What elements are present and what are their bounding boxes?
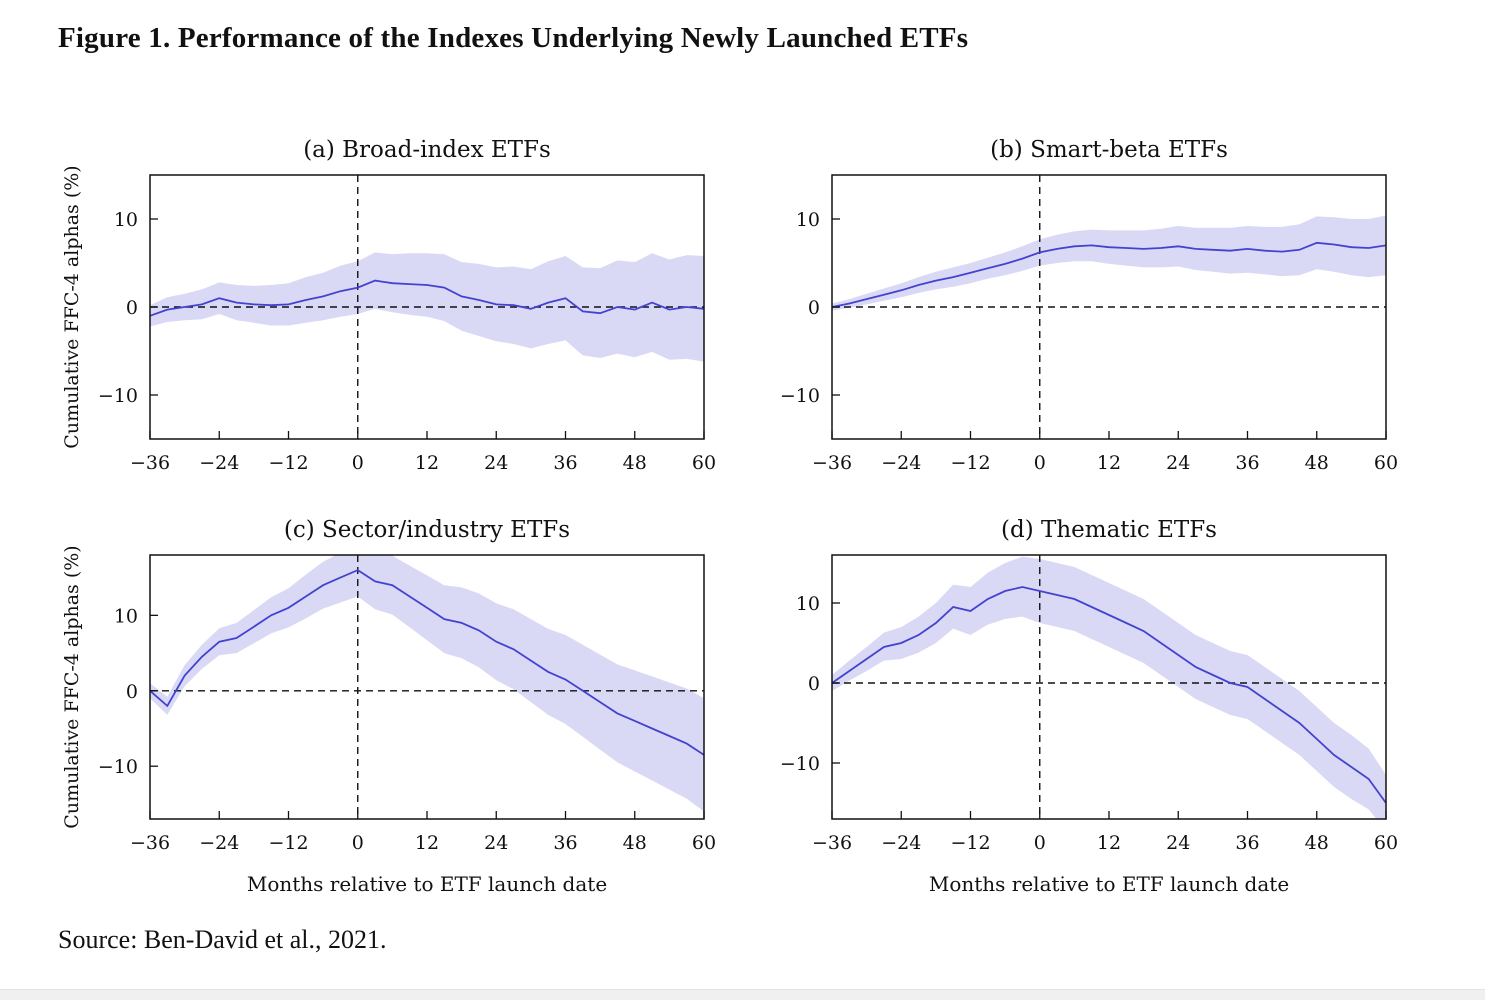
x-tick-label: 24 [484,452,508,474]
cumulative-alpha-line [150,569,704,756]
x-tick-label: 60 [1374,452,1398,474]
x-tick-label: 60 [692,452,716,474]
panel-b: (b) Smart-beta ETFs −36 −24 −12 0 12 24 36 48 60… [740,133,1400,483]
y-axis-label: Cumulative FFC-4 alphas (%) [61,167,83,449]
confidence-band [150,555,704,812]
charts-grid: (a) Broad-index ETFs −36 −24 −12 0 12 24 36 48 6… [58,133,1400,899]
x-tick-label: 24 [1166,452,1190,474]
cumulative-alpha-line [832,586,1386,804]
y-tick-label: −10 [98,385,138,407]
chart-a-canvas: −36 −24 −12 0 12 24 36 48 60 −10 0 10 Cumulative FFC… [61,167,716,474]
cumulative-alpha-line [150,279,704,317]
panel-c-title: (c) Sector/industry ETFs [283,517,571,543]
panel-c-x-axis-label: Months relative to ETF launch date [246,872,608,896]
x-tick-label: 0 [1034,452,1046,474]
horizontal-scrollbar-track[interactable] [0,989,1485,1000]
y-tick-label: −10 [780,385,820,407]
x-tick-label: −12 [950,832,990,854]
chart-d-canvas: −36 −24 −12 0 12 24 36 48 60 −10 0 10 [780,554,1398,854]
y-tick-label: 0 [126,681,138,703]
panel-c: (c) Sector/industry ETFs −36 −24 −12 0 12 24 3… [58,513,718,899]
y-tick-label: 0 [126,297,138,319]
panel-d-title: (d) Thematic ETFs [1001,517,1217,543]
x-tick-label: 12 [1097,452,1121,474]
y-tick-label: −10 [780,753,820,775]
x-tick-label: 0 [352,832,364,854]
y-tick-label: 10 [114,209,138,231]
y-tick-label: 0 [808,673,820,695]
x-tick-label: −24 [881,832,921,854]
source-caption: Source: Ben-David et al., 2021. [58,925,387,954]
confidence-band [832,556,1386,819]
x-tick-label: 48 [623,832,647,854]
figure-title: Figure 1. Performance of the Indexes Und… [58,22,969,54]
x-tick-label: −12 [268,832,308,854]
x-tick-label: 36 [553,452,577,474]
x-tick-label: 48 [623,452,647,474]
x-tick-label: 24 [484,832,508,854]
y-tick-label: 10 [796,593,820,615]
panel-a: (a) Broad-index ETFs −36 −24 −12 0 12 24 36 48 6… [58,133,718,483]
panel-d-x-axis-label: Months relative to ETF launch date [928,872,1290,896]
y-tick-label: 10 [796,209,820,231]
x-tick-label: 24 [1166,832,1190,854]
x-tick-label: 0 [352,452,364,474]
x-tick-label: 60 [1374,832,1398,854]
x-tick-label: −24 [199,832,239,854]
panel-b-title: (b) Smart-beta ETFs [990,137,1228,163]
x-tick-label: 12 [415,452,439,474]
x-tick-label: −36 [812,832,852,854]
x-tick-label: −12 [268,452,308,474]
x-tick-label: 36 [1235,452,1259,474]
x-tick-label: 12 [415,832,439,854]
x-tick-label: −36 [812,452,852,474]
x-tick-label: −24 [199,452,239,474]
x-tick-label: 0 [1034,832,1046,854]
chart-b-canvas: −36 −24 −12 0 12 24 36 48 60 −10 0 10 [780,174,1398,474]
x-tick-label: 36 [553,832,577,854]
y-tick-label: −10 [98,756,138,778]
y-axis-label: Cumulative FFC-4 alphas (%) [61,547,83,829]
x-tick-label: −36 [130,452,170,474]
chart-c-canvas: −36 −24 −12 0 12 24 36 48 60 −10 0 10 Cumulative FFC… [61,547,716,854]
y-tick-label: 10 [114,605,138,627]
y-tick-label: 0 [808,297,820,319]
x-tick-label: −36 [130,832,170,854]
x-tick-label: −12 [950,452,990,474]
x-tick-label: 36 [1235,832,1259,854]
x-tick-label: 60 [692,832,716,854]
confidence-band [832,215,1386,311]
panel-a-title: (a) Broad-index ETFs [303,137,551,163]
panel-d: (d) Thematic ETFs −36 −24 −12 0 12 24 36 48 60 −1… [740,513,1400,899]
x-tick-label: 48 [1305,832,1329,854]
x-tick-label: −24 [881,452,921,474]
cumulative-alpha-line [832,241,1386,308]
x-tick-label: 12 [1097,832,1121,854]
x-tick-label: 48 [1305,452,1329,474]
